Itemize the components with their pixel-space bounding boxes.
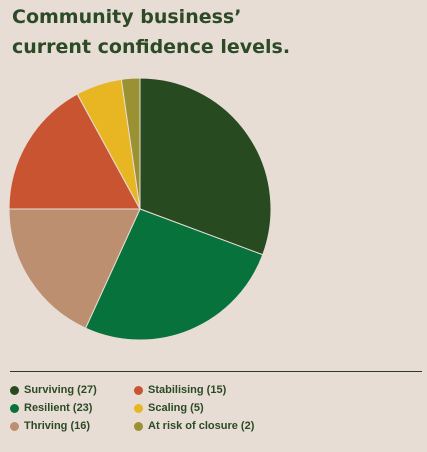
legend-swatch-at-risk xyxy=(134,421,143,431)
legend-label-thriving: Thriving (16) xyxy=(24,420,91,432)
legend-label-scaling: Scaling (5) xyxy=(148,402,204,414)
pie-slice-stabilising xyxy=(8,93,141,210)
legend-item-surviving: Surviving (27) xyxy=(10,381,97,399)
legend-item-thriving: Thriving (16) xyxy=(10,417,90,435)
pie-slice-surviving xyxy=(139,77,272,256)
legend-label-resilient: Resilient (23) xyxy=(24,402,93,414)
pie-slice-resilient xyxy=(84,208,264,341)
legend-divider xyxy=(10,371,422,372)
legend-item-stabilising: Stabilising (15) xyxy=(134,381,226,399)
pie-slice-at-risk-of-closure xyxy=(120,77,141,210)
chart-title-line-1: Community business’ xyxy=(12,6,242,28)
chart-title: Community business’ current confidence l… xyxy=(12,2,412,62)
legend-swatch-surviving xyxy=(10,385,19,395)
legend-item-scaling: Scaling (5) xyxy=(134,399,204,417)
chart-title-line-2: current confidence levels. xyxy=(12,36,291,58)
pie-slice-thriving xyxy=(8,208,141,329)
legend-item-at-risk: At risk of closure (2) xyxy=(134,417,254,435)
legend-swatch-scaling xyxy=(134,403,143,413)
legend-swatch-thriving xyxy=(10,421,19,431)
legend-swatch-resilient xyxy=(10,403,19,413)
legend-item-resilient: Resilient (23) xyxy=(10,399,92,417)
legend-label-at-risk: At risk of closure (2) xyxy=(148,420,255,432)
legend-swatch-stabilising xyxy=(134,385,143,395)
legend-label-stabilising: Stabilising (15) xyxy=(148,384,227,396)
legend-label-surviving: Surviving (27) xyxy=(24,384,97,396)
